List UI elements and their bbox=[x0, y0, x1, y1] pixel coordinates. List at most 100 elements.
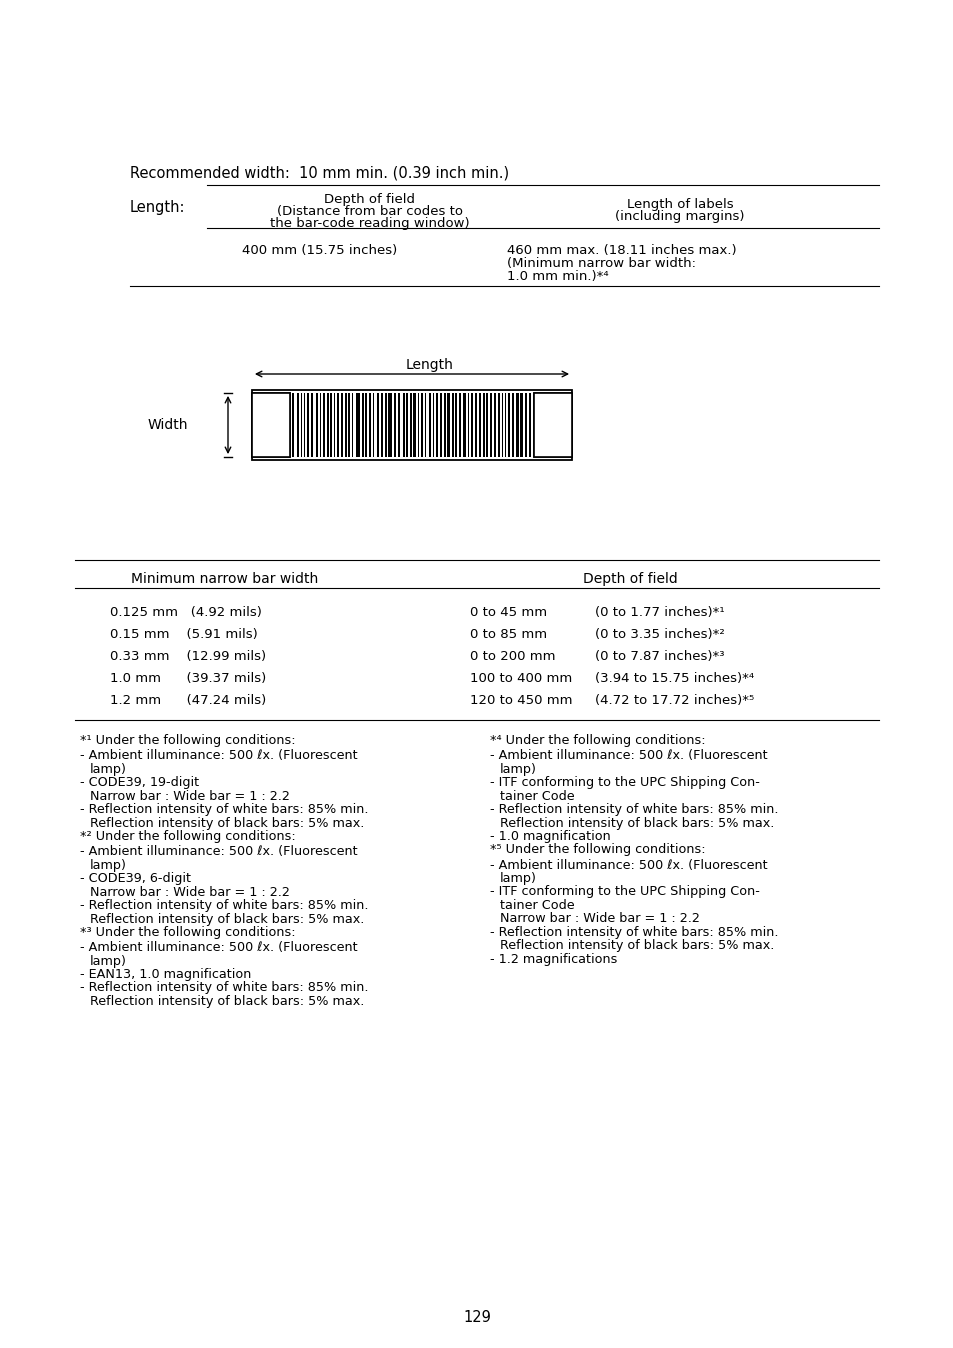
Text: - Reflection intensity of white bars: 85% min.: - Reflection intensity of white bars: 85… bbox=[490, 926, 778, 940]
Text: 0.125 mm   (4.92 mils): 0.125 mm (4.92 mils) bbox=[110, 607, 262, 619]
Bar bbox=[524, 394, 527, 457]
Bar bbox=[319, 394, 321, 457]
Text: (Minimum narrow bar width:: (Minimum narrow bar width: bbox=[506, 257, 696, 270]
Bar bbox=[252, 394, 290, 457]
Bar bbox=[315, 394, 318, 457]
Text: 460 mm max. (18.11 inches max.): 460 mm max. (18.11 inches max.) bbox=[506, 244, 736, 257]
Bar bbox=[323, 394, 325, 457]
Bar bbox=[403, 394, 405, 457]
Text: Reflection intensity of black bars: 5% max.: Reflection intensity of black bars: 5% m… bbox=[499, 940, 774, 953]
Bar bbox=[440, 394, 442, 457]
Text: - Reflection intensity of white bars: 85% min.: - Reflection intensity of white bars: 85… bbox=[80, 899, 368, 913]
Text: *³ Under the following conditions:: *³ Under the following conditions: bbox=[80, 926, 295, 940]
Text: (4.72 to 17.72 inches)*⁵: (4.72 to 17.72 inches)*⁵ bbox=[595, 694, 754, 706]
Bar bbox=[504, 394, 506, 457]
Text: Narrow bar : Wide bar = 1 : 2.2: Narrow bar : Wide bar = 1 : 2.2 bbox=[499, 913, 700, 926]
Text: 120 to 450 mm: 120 to 450 mm bbox=[470, 694, 572, 706]
Bar bbox=[459, 394, 461, 457]
Bar bbox=[385, 394, 387, 457]
Bar bbox=[475, 394, 477, 457]
Bar bbox=[345, 394, 347, 457]
Text: tainer Code: tainer Code bbox=[499, 790, 574, 802]
Bar bbox=[534, 394, 572, 457]
Bar bbox=[433, 394, 434, 457]
Bar bbox=[337, 394, 339, 457]
Bar bbox=[463, 394, 465, 457]
Bar bbox=[447, 394, 450, 457]
Bar bbox=[388, 394, 392, 457]
Bar bbox=[413, 394, 416, 457]
Bar bbox=[452, 394, 454, 457]
Text: Depth of field: Depth of field bbox=[582, 572, 677, 586]
Text: Reflection intensity of black bars: 5% max.: Reflection intensity of black bars: 5% m… bbox=[90, 995, 364, 1008]
Text: *⁴ Under the following conditions:: *⁴ Under the following conditions: bbox=[490, 735, 705, 747]
Bar bbox=[373, 394, 375, 457]
Text: - Reflection intensity of white bars: 85% min.: - Reflection intensity of white bars: 85… bbox=[490, 803, 778, 816]
Bar bbox=[429, 394, 431, 457]
Text: - EAN13, 1.0 magnification: - EAN13, 1.0 magnification bbox=[80, 968, 251, 981]
Bar bbox=[534, 394, 572, 457]
Bar bbox=[369, 394, 371, 457]
Bar bbox=[494, 394, 496, 457]
Text: - Ambient illuminance: 500 ℓx. (Fluorescent: - Ambient illuminance: 500 ℓx. (Fluoresc… bbox=[490, 859, 767, 872]
Text: - 1.0 magnification: - 1.0 magnification bbox=[490, 830, 610, 842]
Text: 0 to 200 mm: 0 to 200 mm bbox=[470, 650, 555, 663]
Bar bbox=[394, 394, 396, 457]
Text: lamp): lamp) bbox=[499, 872, 537, 886]
Bar bbox=[417, 394, 419, 457]
Text: 0 to 85 mm: 0 to 85 mm bbox=[470, 628, 547, 642]
Text: - CODE39, 6-digit: - CODE39, 6-digit bbox=[80, 872, 191, 886]
Text: 129: 129 bbox=[462, 1310, 491, 1325]
Text: Minimum narrow bar width: Minimum narrow bar width bbox=[132, 572, 318, 586]
Text: lamp): lamp) bbox=[499, 763, 537, 775]
Text: - 1.2 magnifications: - 1.2 magnifications bbox=[490, 953, 617, 967]
Bar bbox=[304, 394, 305, 457]
Text: 400 mm (15.75 inches): 400 mm (15.75 inches) bbox=[242, 244, 397, 257]
Bar bbox=[501, 394, 503, 457]
Text: 1.0 mm      (39.37 mils): 1.0 mm (39.37 mils) bbox=[110, 673, 266, 685]
Bar bbox=[352, 394, 354, 457]
Text: Depth of field: Depth of field bbox=[324, 193, 416, 206]
Text: - Ambient illuminance: 500 ℓx. (Fluorescent: - Ambient illuminance: 500 ℓx. (Fluoresc… bbox=[490, 749, 767, 762]
Text: Recommended width:  10 mm min. (0.39 inch min.): Recommended width: 10 mm min. (0.39 inch… bbox=[130, 164, 509, 181]
Text: - Ambient illuminance: 500 ℓx. (Fluorescent: - Ambient illuminance: 500 ℓx. (Fluoresc… bbox=[80, 845, 357, 857]
Text: the bar-code reading window): the bar-code reading window) bbox=[270, 217, 469, 231]
Bar bbox=[365, 394, 367, 457]
Text: (0 to 1.77 inches)*¹: (0 to 1.77 inches)*¹ bbox=[595, 607, 724, 619]
Text: Narrow bar : Wide bar = 1 : 2.2: Narrow bar : Wide bar = 1 : 2.2 bbox=[90, 886, 290, 899]
Text: lamp): lamp) bbox=[90, 859, 127, 872]
Bar bbox=[468, 394, 469, 457]
Text: (0 to 7.87 inches)*³: (0 to 7.87 inches)*³ bbox=[595, 650, 723, 663]
Text: Reflection intensity of black bars: 5% max.: Reflection intensity of black bars: 5% m… bbox=[499, 817, 774, 829]
Text: - Ambient illuminance: 500 ℓx. (Fluorescent: - Ambient illuminance: 500 ℓx. (Fluoresc… bbox=[80, 749, 357, 762]
Bar bbox=[471, 394, 473, 457]
Bar bbox=[327, 394, 329, 457]
Bar bbox=[296, 394, 298, 457]
Bar bbox=[455, 394, 457, 457]
Bar bbox=[341, 394, 343, 457]
Text: Narrow bar : Wide bar = 1 : 2.2: Narrow bar : Wide bar = 1 : 2.2 bbox=[90, 790, 290, 802]
Bar bbox=[361, 394, 364, 457]
Bar bbox=[406, 394, 408, 457]
Text: Length:: Length: bbox=[130, 200, 185, 214]
Bar bbox=[348, 394, 350, 457]
Bar bbox=[443, 394, 446, 457]
Bar bbox=[520, 394, 522, 457]
Bar bbox=[377, 394, 378, 457]
Text: 0.15 mm    (5.91 mils): 0.15 mm (5.91 mils) bbox=[110, 628, 257, 642]
Bar bbox=[330, 394, 333, 457]
Text: lamp): lamp) bbox=[90, 763, 127, 775]
Text: 100 to 400 mm: 100 to 400 mm bbox=[470, 673, 572, 685]
Bar bbox=[529, 394, 531, 457]
Bar bbox=[301, 394, 302, 457]
Text: 1.2 mm      (47.24 mils): 1.2 mm (47.24 mils) bbox=[110, 694, 266, 706]
Text: Reflection intensity of black bars: 5% max.: Reflection intensity of black bars: 5% m… bbox=[90, 817, 364, 829]
Text: - CODE39, 19-digit: - CODE39, 19-digit bbox=[80, 776, 199, 789]
Bar bbox=[252, 394, 290, 457]
Text: (0 to 3.35 inches)*²: (0 to 3.35 inches)*² bbox=[595, 628, 724, 642]
Text: (including margins): (including margins) bbox=[615, 210, 744, 222]
Bar bbox=[334, 394, 335, 457]
Text: *⁵ Under the following conditions:: *⁵ Under the following conditions: bbox=[490, 844, 705, 856]
Bar bbox=[356, 394, 359, 457]
Text: Length: Length bbox=[406, 359, 454, 372]
